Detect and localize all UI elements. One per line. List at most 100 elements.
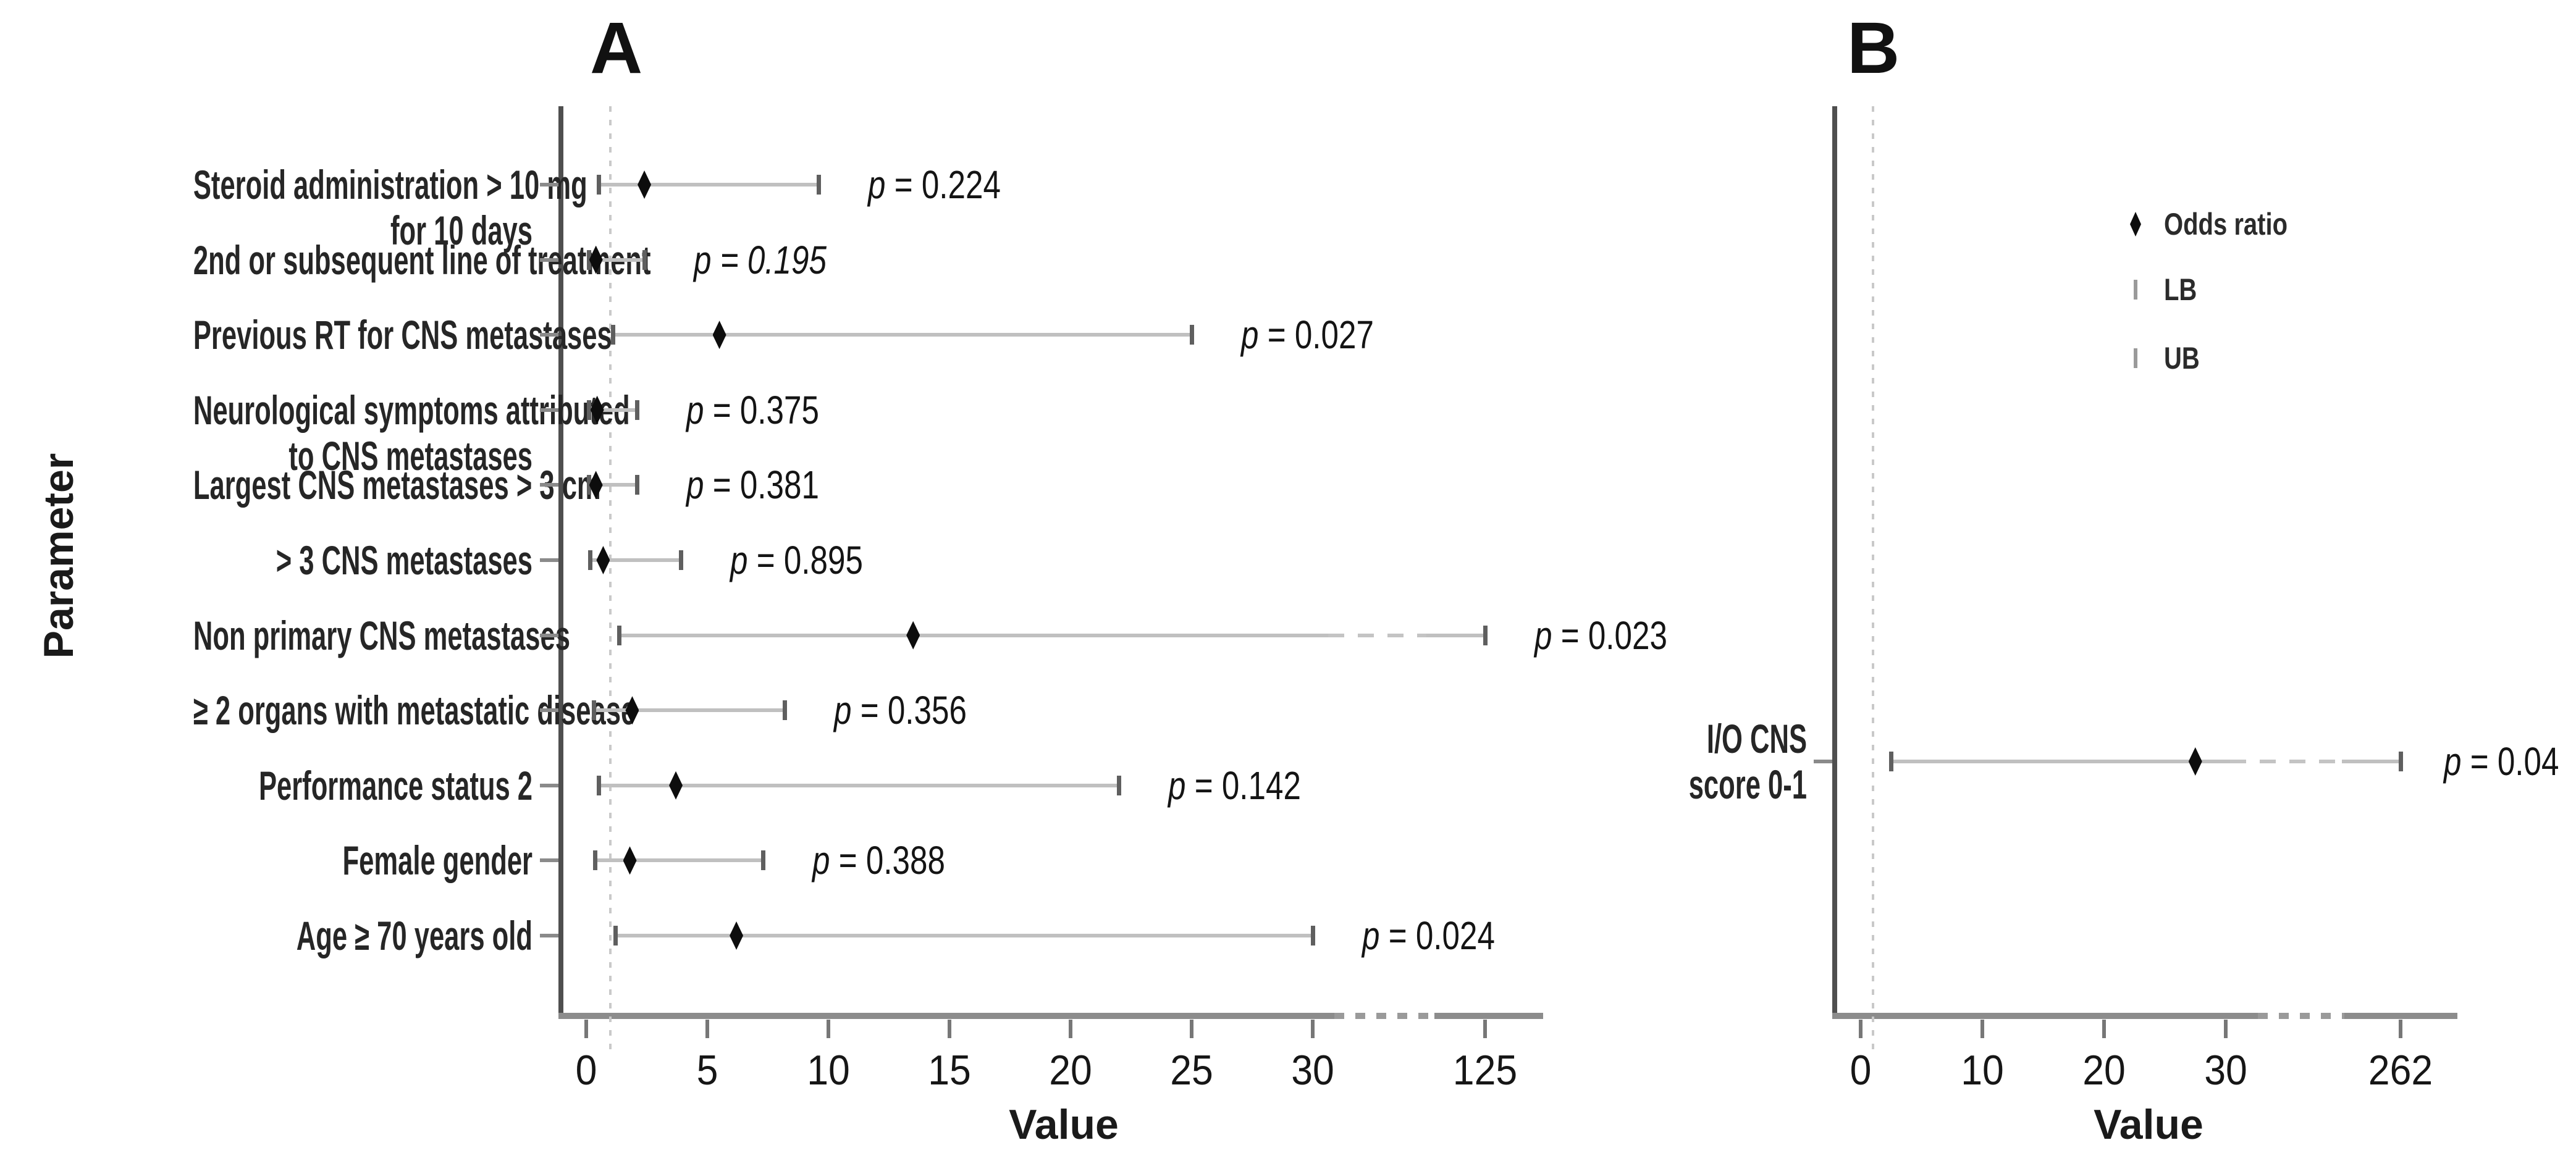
- row-label-line: Previous RT for CNS metastases: [193, 312, 612, 358]
- odds-ratio-diamond: [590, 395, 604, 424]
- upper-bound-cap: [1117, 775, 1122, 795]
- p-symbol: p: [1534, 613, 1552, 658]
- lower-bound-cap: [613, 926, 618, 945]
- x-tick-label: 20: [1049, 1047, 1092, 1094]
- upper-bound-cap: [678, 550, 683, 570]
- upper-bound-cap: [817, 175, 822, 195]
- row-axis-tick: [540, 258, 558, 262]
- x-tick-panel-A: [1190, 1020, 1193, 1038]
- x-tick-panel-A: [1483, 1020, 1487, 1038]
- p-symbol: p: [686, 387, 704, 432]
- upper-bound-cap: [1311, 926, 1315, 945]
- lower-bound-tick-icon: [2134, 280, 2137, 300]
- row-label-line: ≥ 2 organs with metastatic disease: [193, 687, 636, 734]
- p-symbol: p: [2444, 739, 2462, 784]
- x-tick-label: 10: [1961, 1047, 2004, 1094]
- p-symbol: p: [1168, 763, 1186, 808]
- error-bar: [615, 934, 1313, 937]
- error-bar-solid: [1891, 760, 2230, 763]
- odds-ratio-diamond: [589, 471, 603, 500]
- error-bar: [588, 483, 638, 487]
- x-tick-panel-A: [705, 1020, 709, 1038]
- x-tick-panel-A: [584, 1020, 588, 1038]
- legend-item-ub: UB: [2122, 338, 2208, 378]
- odds-ratio-diamond: [625, 696, 639, 725]
- upper-bound-cap: [1190, 325, 1194, 345]
- error-bar: [598, 783, 1119, 787]
- row-label: I/O CNS score 0-1: [1557, 716, 1807, 807]
- row-label-line: score 0-1: [1688, 761, 1807, 807]
- lower-bound-cap: [592, 850, 597, 871]
- row-label-line: for 10 days: [390, 208, 532, 253]
- row-axis-tick: [540, 858, 558, 863]
- x-tick-panel-B: [1859, 1020, 1863, 1038]
- x-tick-panel-A: [827, 1020, 830, 1038]
- lower-bound-cap: [586, 249, 591, 270]
- odds-ratio-diamond: [712, 321, 726, 350]
- p-symbol: p: [812, 838, 830, 883]
- upper-bound-cap: [635, 400, 640, 420]
- x-tick-label: 20: [2082, 1047, 2126, 1094]
- x-axis-line-panel-B: [2344, 1013, 2457, 1019]
- x-tick-panel-B: [1980, 1020, 1984, 1038]
- row-label: Female gender: [19, 837, 532, 883]
- legend-label-odds-ratio: Odds ratio: [2164, 207, 2288, 241]
- p-value-label: p = 0.027: [1241, 312, 1374, 358]
- row-axis-tick: [540, 408, 558, 412]
- x-tick-label: 262: [2368, 1047, 2433, 1094]
- row-label: Largest CNS metastases > 3 cm: [19, 462, 601, 508]
- x-tick-panel-A: [948, 1020, 951, 1038]
- x-tick-label: 5: [696, 1047, 718, 1094]
- legend-item-odds-ratio: Odds ratio: [2122, 204, 2318, 244]
- upper-bound-cap: [2399, 752, 2403, 771]
- p-value-label: p = 0.356: [834, 688, 967, 733]
- lower-bound-cap: [586, 475, 591, 495]
- row-axis-tick: [540, 558, 558, 562]
- error-bar: [589, 558, 681, 562]
- row-label: ≥ 2 organs with metastatic disease: [19, 687, 636, 734]
- p-symbol: p: [686, 463, 704, 508]
- row-label: Age ≥ 70 years old: [19, 913, 532, 958]
- x-tick-label: 0: [1850, 1047, 1872, 1094]
- x-tick-label: 30: [2204, 1047, 2247, 1094]
- x-axis-break-panel-B: [2258, 1013, 2344, 1019]
- odds-ratio-diamond: [2188, 747, 2202, 776]
- row-axis-tick: [540, 633, 558, 637]
- p-value-label: p = 0.224: [868, 162, 1001, 207]
- error-bar-solid: [618, 633, 1328, 637]
- p-value-label: p = 0.04: [2444, 739, 2559, 784]
- p-symbol: p: [834, 688, 852, 733]
- row-label-line: Steroid administration > 10 mg: [193, 162, 587, 208]
- lower-bound-cap: [596, 175, 601, 195]
- p-value-label: p = 0.195: [694, 237, 827, 282]
- odds-ratio-diamond: [589, 245, 603, 274]
- row-label: > 3 CNS metastases: [19, 537, 532, 583]
- row-label: Steroid administration > 10 mg for 10 day…: [19, 162, 587, 253]
- reference-line-panel-B: [1871, 106, 1874, 1052]
- lower-bound-cap: [617, 625, 621, 645]
- odds-ratio-diamond: [906, 621, 920, 650]
- row-axis-tick: [540, 708, 558, 713]
- row-label-line: to CNS metastases: [288, 432, 532, 479]
- x-axis-line-panel-B: [1832, 1013, 2258, 1019]
- row-label-line: Neurological symptoms attributed: [193, 387, 630, 433]
- row-label-line: 2nd or subsequent line of treatment: [193, 237, 651, 283]
- y-axis-line-panel-A: [558, 106, 563, 1019]
- upper-bound-cap: [1483, 625, 1488, 645]
- odds-ratio-diamond-icon: [2130, 212, 2141, 237]
- upper-bound-cap: [635, 475, 640, 495]
- row-label-line: Performance status 2: [258, 762, 532, 808]
- lower-bound-cap: [611, 325, 616, 345]
- row-label-line: I/O CNS: [1706, 716, 1807, 761]
- p-symbol: p: [1362, 913, 1380, 958]
- lower-bound-cap: [591, 700, 596, 721]
- row-label: Previous RT for CNS metastases: [19, 312, 612, 358]
- odds-ratio-diamond: [596, 546, 610, 574]
- row-axis-tick: [540, 333, 558, 337]
- row-axis-tick: [540, 483, 558, 487]
- upper-bound-cap: [642, 249, 647, 270]
- reference-line-panel-A: [609, 106, 612, 1052]
- error-bar: [593, 708, 785, 713]
- x-axis-line-panel-A: [558, 1013, 1334, 1019]
